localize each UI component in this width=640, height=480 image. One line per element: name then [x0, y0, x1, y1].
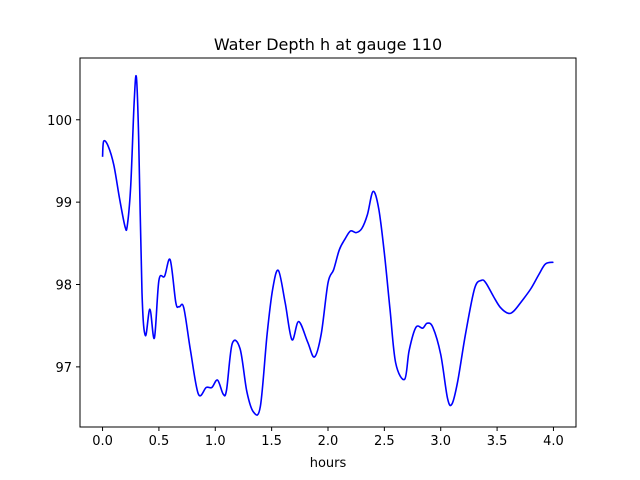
x-tick-label: 2.5 [374, 434, 395, 449]
y-tick-label: 98 [55, 279, 72, 294]
x-tick-label: 1.5 [261, 434, 282, 449]
x-axis-label: hours [310, 456, 347, 471]
x-tick-label: 1.0 [205, 434, 226, 449]
plot-area [101, 74, 554, 416]
y-axis: 97 98 99 100 [47, 114, 80, 376]
x-axis: 0.0 0.5 1.0 1.5 2.0 2.5 3.0 3.5 4.0 [92, 427, 564, 449]
x-tick-label: 3.0 [430, 434, 451, 449]
x-tick-label: 4.0 [543, 434, 564, 449]
x-tick-label: 0.5 [149, 434, 170, 449]
x-tick-label: 0.0 [92, 434, 113, 449]
chart-title: Water Depth h at gauge 110 [214, 35, 442, 54]
x-tick-label: 2.0 [318, 434, 339, 449]
series-line-1 [101, 74, 554, 416]
y-tick-label: 97 [55, 361, 72, 376]
y-tick-label: 99 [55, 196, 72, 211]
y-tick-label: 100 [47, 114, 72, 129]
x-tick-label: 3.5 [487, 434, 508, 449]
